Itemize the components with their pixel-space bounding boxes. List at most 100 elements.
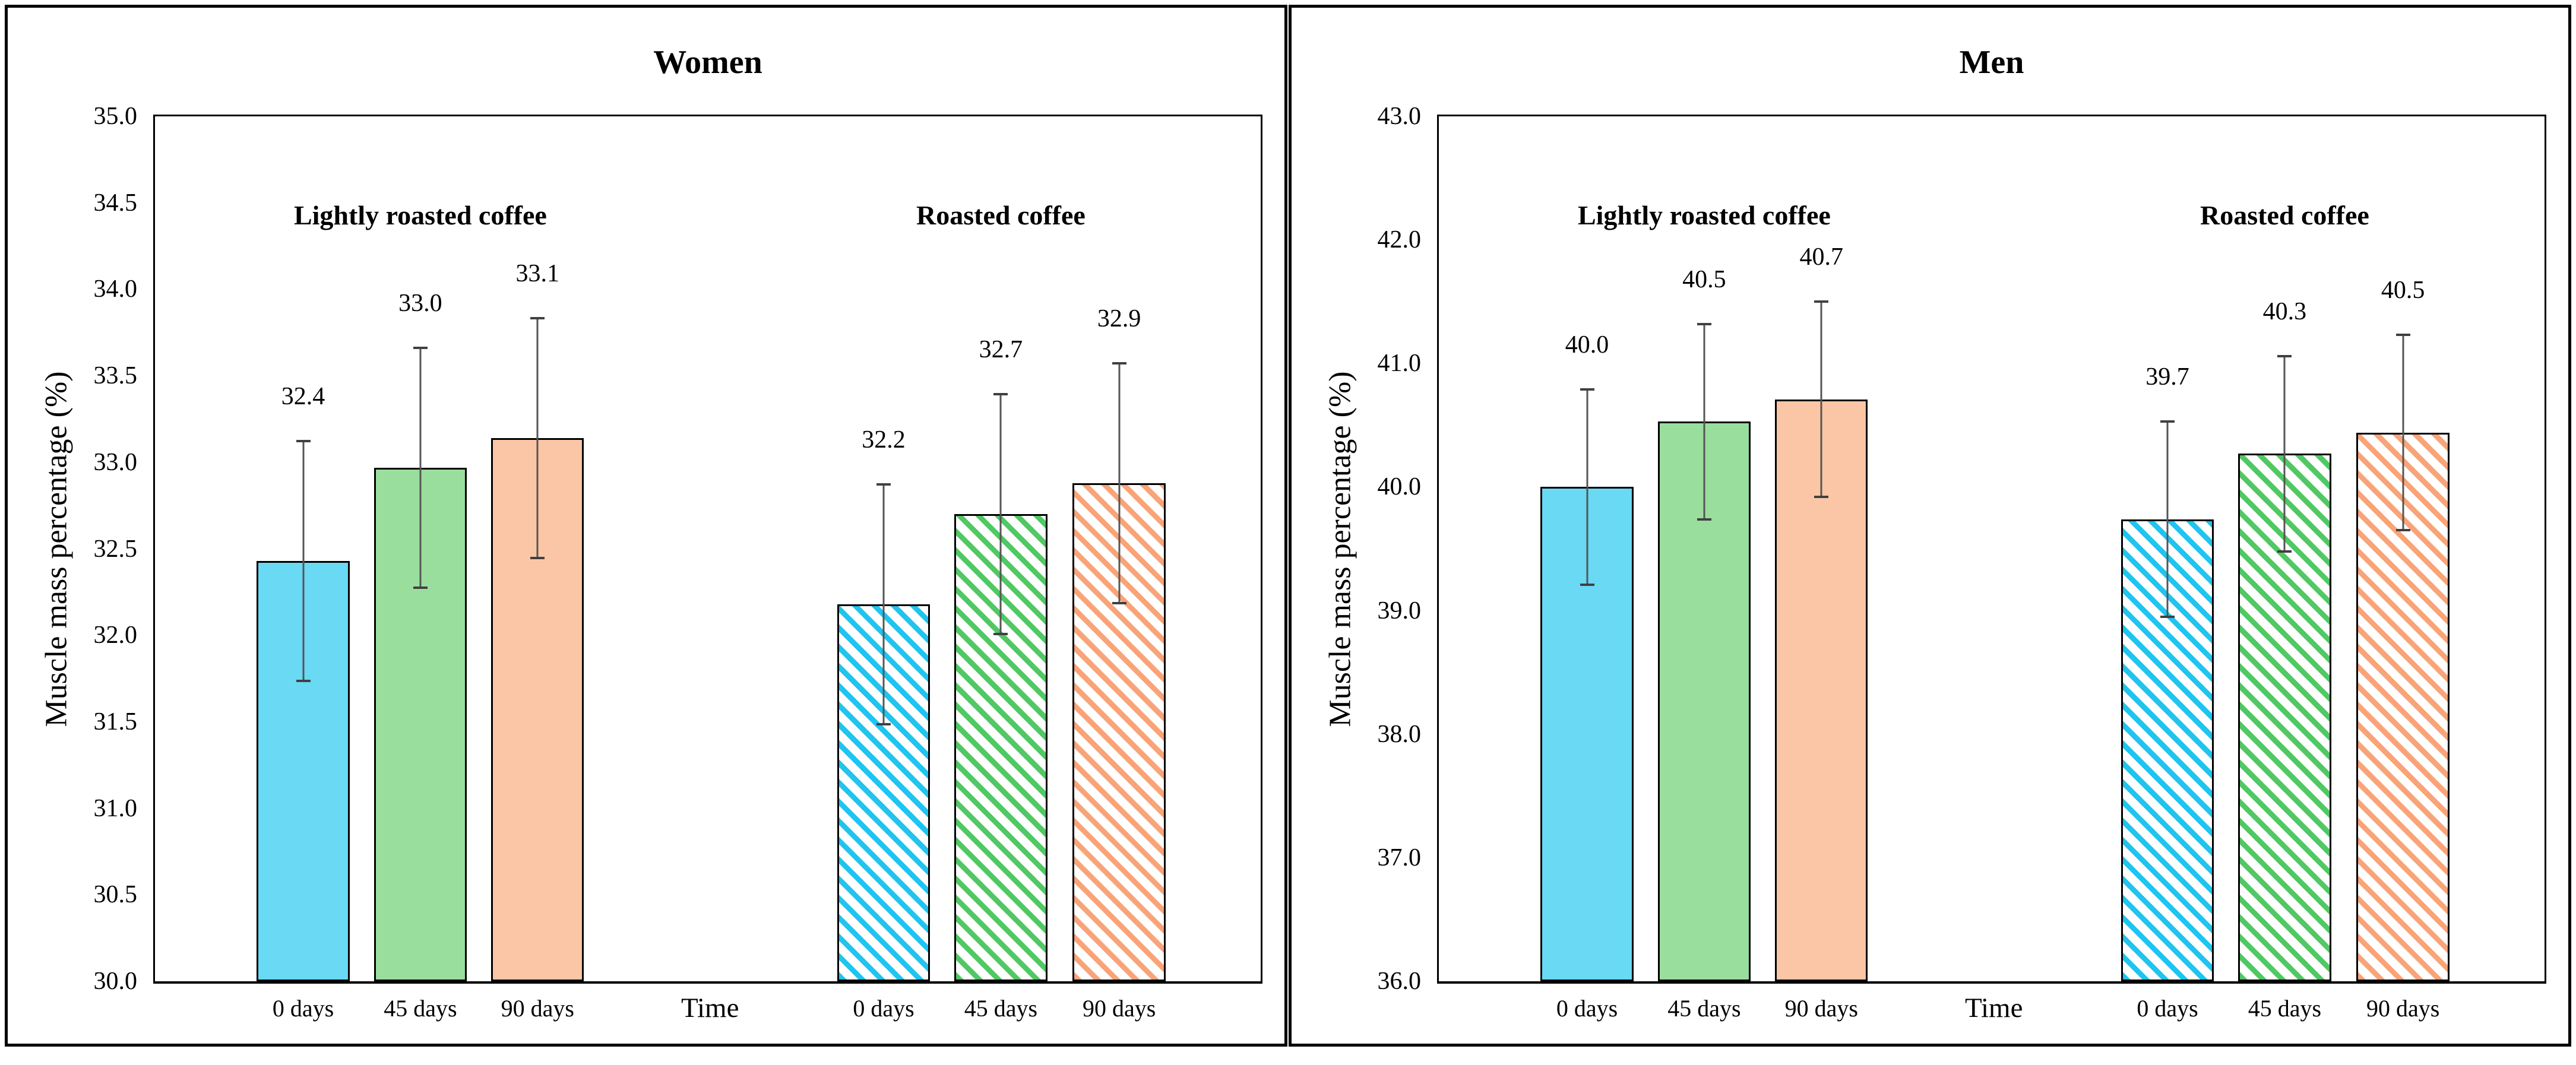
error-bar-bottom-cap — [876, 722, 891, 725]
error-bar-bottom-cap — [2395, 529, 2410, 532]
x-axis-title-time: Time — [681, 993, 739, 1023]
x-tick-label: 90 days — [1784, 995, 1858, 1022]
y-axis-tick-labels: 35.0 34.5 34.0 33.5 33.0 32.5 32.0 31.5 31.0 30.5… — [0, 103, 138, 995]
error-bar-top-cap — [1697, 322, 1711, 325]
error-bar — [413, 346, 428, 589]
y-tick-label: 34.0 — [93, 275, 138, 303]
error-bar-stem — [2402, 334, 2404, 532]
y-tick-label: 38.0 — [1377, 720, 1422, 748]
chart-title-men: Men — [1959, 44, 2024, 81]
y-tick-label: 32.5 — [93, 535, 138, 563]
y-tick-label: 33.0 — [93, 448, 138, 476]
error-bar-bottom-cap — [530, 556, 545, 559]
y-tick-label: 41.0 — [1377, 350, 1422, 378]
error-bar — [876, 483, 891, 725]
x-axis-labels: Time 0 days 45 days 90 days 0 days 45 days 90… — [155, 981, 1261, 1047]
bar-value-label: 32.2 — [862, 426, 906, 454]
bar-value-label: 40.5 — [1682, 265, 1726, 293]
y-tick-label: 30.5 — [93, 881, 138, 909]
error-bar-bottom-cap — [1814, 496, 1829, 499]
error-bar-top-cap — [2277, 354, 2292, 357]
men-chart-panel: Men Muscle mass percentage (%) 43.0 42.0 4… — [1289, 5, 2571, 1047]
bar-value-label: 32.4 — [281, 382, 325, 410]
group-label-lightly-roasted-coffee: Lightly roasted coffee — [293, 200, 547, 230]
error-bar-stem — [882, 483, 885, 725]
error-bar-top-cap — [2160, 420, 2175, 423]
error-bar-stem — [1118, 362, 1121, 604]
group-label-roasted-coffee: Roasted coffee — [916, 200, 1086, 230]
x-tick-label: 45 days — [384, 995, 457, 1022]
group-label-lightly-roasted-coffee: Lightly roasted coffee — [1577, 200, 1831, 230]
y-tick-label: 31.5 — [93, 708, 138, 736]
x-tick-label: 0 days — [2137, 995, 2198, 1022]
x-tick-label: 0 days — [853, 995, 914, 1022]
error-bar-top-cap — [876, 483, 891, 486]
y-tick-label: 39.0 — [1377, 597, 1422, 625]
error-bar-stem — [302, 439, 304, 682]
bar-value-label: 40.5 — [2381, 277, 2425, 305]
chart-title-women: Women — [653, 44, 762, 81]
error-bar-stem — [1820, 300, 1822, 499]
y-tick-label: 34.5 — [93, 189, 138, 217]
y-tick-label: 37.0 — [1377, 844, 1422, 871]
error-bar-top-cap — [1814, 300, 1829, 303]
y-tick-label: 40.0 — [1377, 473, 1422, 501]
women-chart-panel: Women Muscle mass percentage (%) 35.0 34.… — [5, 5, 1287, 1047]
error-bar — [296, 439, 311, 682]
error-bar-top-cap — [1580, 388, 1594, 391]
bar-value-label: 39.7 — [2145, 363, 2189, 391]
x-tick-label: 45 days — [1667, 995, 1741, 1022]
x-tick-label: 0 days — [272, 995, 334, 1022]
error-bar-stem — [419, 346, 422, 589]
error-bar — [993, 393, 1008, 636]
error-bar — [1697, 322, 1711, 521]
plot-area: 35.0 34.5 34.0 33.5 33.0 32.5 32.0 31.5 31.0 30.5… — [94, 103, 1262, 1022]
x-tick-label: 0 days — [1556, 995, 1618, 1022]
error-bar-top-cap — [1112, 362, 1126, 364]
y-axis-tick-labels: 43.0 42.0 41.0 40.0 39.0 38.0 37.0 36.0 — [1278, 103, 1422, 995]
error-bar — [1814, 300, 1829, 499]
y-tick-label: 33.5 — [93, 362, 138, 390]
error-bar — [2395, 334, 2410, 532]
group-label-roasted-coffee: Roasted coffee — [2200, 200, 2369, 230]
error-bar — [530, 317, 545, 559]
bar-value-label: 32.7 — [979, 336, 1023, 364]
error-bar-top-cap — [296, 439, 311, 442]
error-bar-stem — [2166, 420, 2169, 619]
error-bar-bottom-cap — [993, 633, 1008, 636]
x-tick-label: 90 days — [1082, 995, 1156, 1022]
x-tick-label: 90 days — [2366, 995, 2440, 1022]
error-bar-top-cap — [2395, 334, 2410, 337]
bar-value-label: 40.7 — [1799, 243, 1844, 271]
bar-value-label: 33.1 — [515, 260, 560, 288]
error-bar — [2160, 420, 2175, 619]
error-bar-top-cap — [993, 393, 1008, 396]
error-bar — [1580, 388, 1594, 586]
y-tick-label: 36.0 — [1377, 968, 1422, 995]
error-bar-bottom-cap — [2277, 550, 2292, 553]
x-tick-label: 45 days — [964, 995, 1038, 1022]
y-tick-label: 43.0 — [1377, 103, 1422, 130]
error-bar-stem — [536, 317, 539, 559]
bar-women-roasted-0-days — [837, 604, 931, 981]
error-bar-bottom-cap — [413, 586, 428, 589]
x-tick-label: 90 days — [501, 995, 574, 1022]
bar-value-label: 40.0 — [1565, 331, 1609, 359]
bar-value-label: 32.9 — [1097, 305, 1141, 332]
y-tick-label: 30.0 — [93, 968, 138, 995]
error-bar-bottom-cap — [2160, 616, 2175, 619]
error-bar-bottom-cap — [1697, 518, 1711, 521]
error-bar-stem — [999, 393, 1002, 636]
error-bar-stem — [1703, 322, 1705, 521]
plot-area: 43.0 42.0 41.0 40.0 39.0 38.0 37.0 36.0 Lightly… — [1378, 103, 2546, 1022]
error-bar-stem — [1586, 388, 1588, 586]
bar-value-label: 40.3 — [2262, 297, 2307, 325]
x-tick-label: 45 days — [2248, 995, 2322, 1022]
error-bar-stem — [2283, 354, 2286, 553]
error-bar-top-cap — [413, 346, 428, 349]
y-tick-label: 31.0 — [93, 794, 138, 822]
error-bar-bottom-cap — [1580, 583, 1594, 586]
y-tick-label: 35.0 — [93, 103, 138, 130]
bar-value-label: 33.0 — [398, 289, 442, 317]
